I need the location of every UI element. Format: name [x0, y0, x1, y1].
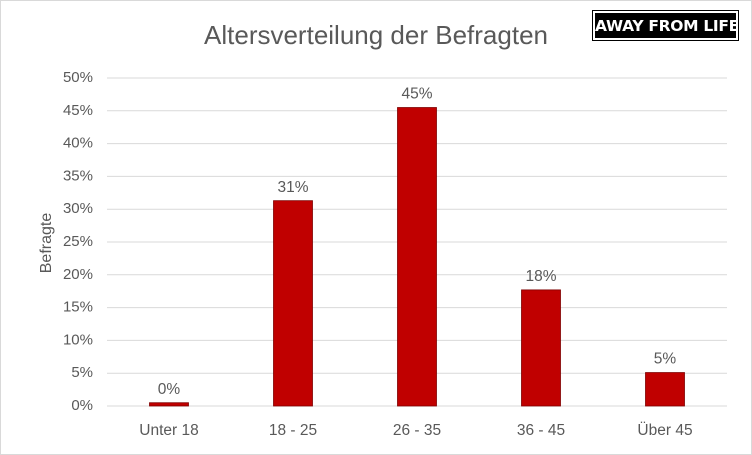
chart-title: Altersverteilung der Befragten	[204, 20, 548, 50]
bar	[645, 372, 685, 407]
y-tick-label: 10%	[63, 331, 93, 348]
x-category-label: Unter 18	[139, 422, 198, 439]
y-tick-label: 50%	[63, 69, 93, 86]
y-tick-label: 0%	[71, 397, 93, 414]
logo-text: AWAY FROM LIFE	[595, 17, 739, 35]
y-tick-label: 35%	[63, 167, 93, 184]
x-category-label: 36 - 45	[517, 422, 565, 439]
x-axis-categories: Unter 18 18 - 25 26 - 35 36 - 45 Über 45	[139, 421, 692, 439]
y-tick-label: 20%	[63, 266, 93, 283]
data-label: 0%	[158, 381, 181, 398]
y-tick-label: 5%	[71, 364, 93, 381]
x-category-label: 26 - 35	[393, 422, 441, 439]
bars	[149, 107, 685, 407]
bar	[273, 200, 313, 407]
bar	[149, 402, 189, 407]
y-tick-label: 40%	[63, 135, 93, 152]
bar	[521, 289, 561, 407]
data-labels: 0% 31% 45% 18% 5%	[158, 86, 677, 398]
away-from-life-logo: AWAY FROM LIFE	[592, 10, 739, 41]
data-label: 18%	[525, 268, 556, 285]
y-tick-label: 45%	[63, 102, 93, 119]
y-axis-title: Befragte	[38, 213, 55, 274]
x-category-label: Über 45	[637, 421, 692, 439]
y-tick-label: 15%	[63, 299, 93, 316]
data-label: 45%	[401, 86, 432, 103]
y-tick-label: 25%	[63, 233, 93, 250]
data-label: 5%	[654, 351, 677, 368]
bar	[397, 107, 437, 407]
y-axis-ticks: 0% 5% 10% 15% 20% 25% 30% 35% 40% 45% 50%	[63, 69, 93, 414]
y-tick-label: 30%	[63, 200, 93, 217]
data-label: 31%	[277, 179, 308, 196]
x-category-label: 18 - 25	[269, 422, 317, 439]
